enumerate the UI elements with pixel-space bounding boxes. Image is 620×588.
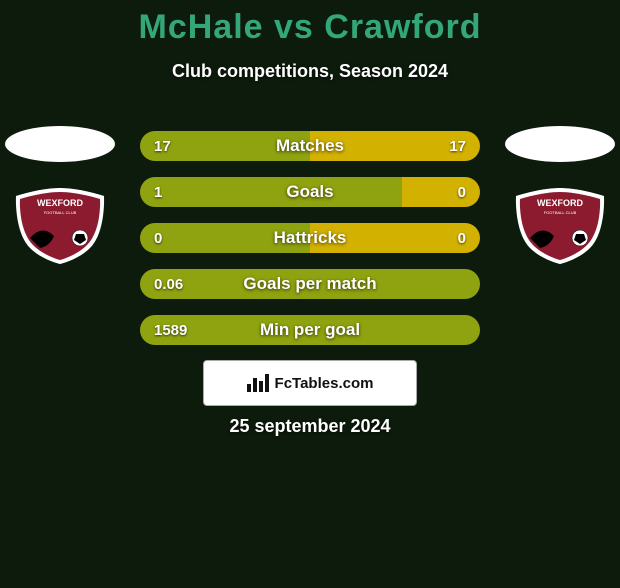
right-badge-text: WEXFORD <box>537 198 583 208</box>
left-player-column: WEXFORD FOOTBALL CLUB <box>0 126 120 266</box>
attribution-box: FcTables.com <box>203 360 417 406</box>
attribution-text: FcTables.com <box>275 375 374 392</box>
left-player-avatar-placeholder <box>5 126 115 162</box>
stat-left-bar: 0 <box>140 223 310 253</box>
subtitle: Club competitions, Season 2024 <box>0 61 620 82</box>
stat-right-value: 17 <box>435 138 480 155</box>
right-player-column: WEXFORD FOOTBALL CLUB <box>500 126 620 266</box>
stat-right-value: 0 <box>444 230 480 247</box>
right-player-avatar-placeholder <box>505 126 615 162</box>
left-badge-subtext: FOOTBALL CLUB <box>44 210 77 215</box>
stat-row: 1589Min per goal <box>140 315 480 345</box>
stat-left-value: 0 <box>140 230 176 247</box>
stat-row: 00Hattricks <box>140 223 480 253</box>
stat-left-value: 0.06 <box>140 276 197 293</box>
stat-right-value: 0 <box>444 184 480 201</box>
footer-date: 25 september 2024 <box>0 416 620 437</box>
stat-left-bar: 1 <box>140 177 402 207</box>
right-team-badge: WEXFORD FOOTBALL CLUB <box>510 186 610 266</box>
right-badge-subtext: FOOTBALL CLUB <box>544 210 577 215</box>
stat-left-bar: 1589 <box>140 315 480 345</box>
stat-right-bar: 0 <box>310 223 480 253</box>
stat-left-value: 17 <box>140 138 185 155</box>
bar-chart-icon <box>247 374 269 392</box>
left-team-badge: WEXFORD FOOTBALL CLUB <box>10 186 110 266</box>
stat-row: 1717Matches <box>140 131 480 161</box>
left-badge-text: WEXFORD <box>37 198 83 208</box>
page-title: McHale vs Crawford <box>0 8 620 47</box>
stat-right-bar: 17 <box>310 131 480 161</box>
stat-left-value: 1589 <box>140 322 201 339</box>
stat-left-value: 1 <box>140 184 176 201</box>
stat-row: 10Goals <box>140 177 480 207</box>
stat-left-bar: 17 <box>140 131 310 161</box>
stat-left-bar: 0.06 <box>140 269 480 299</box>
stat-right-bar: 0 <box>402 177 480 207</box>
stat-row: 0.06Goals per match <box>140 269 480 299</box>
stats-bars: 1717Matches10Goals00Hattricks0.06Goals p… <box>140 131 480 361</box>
